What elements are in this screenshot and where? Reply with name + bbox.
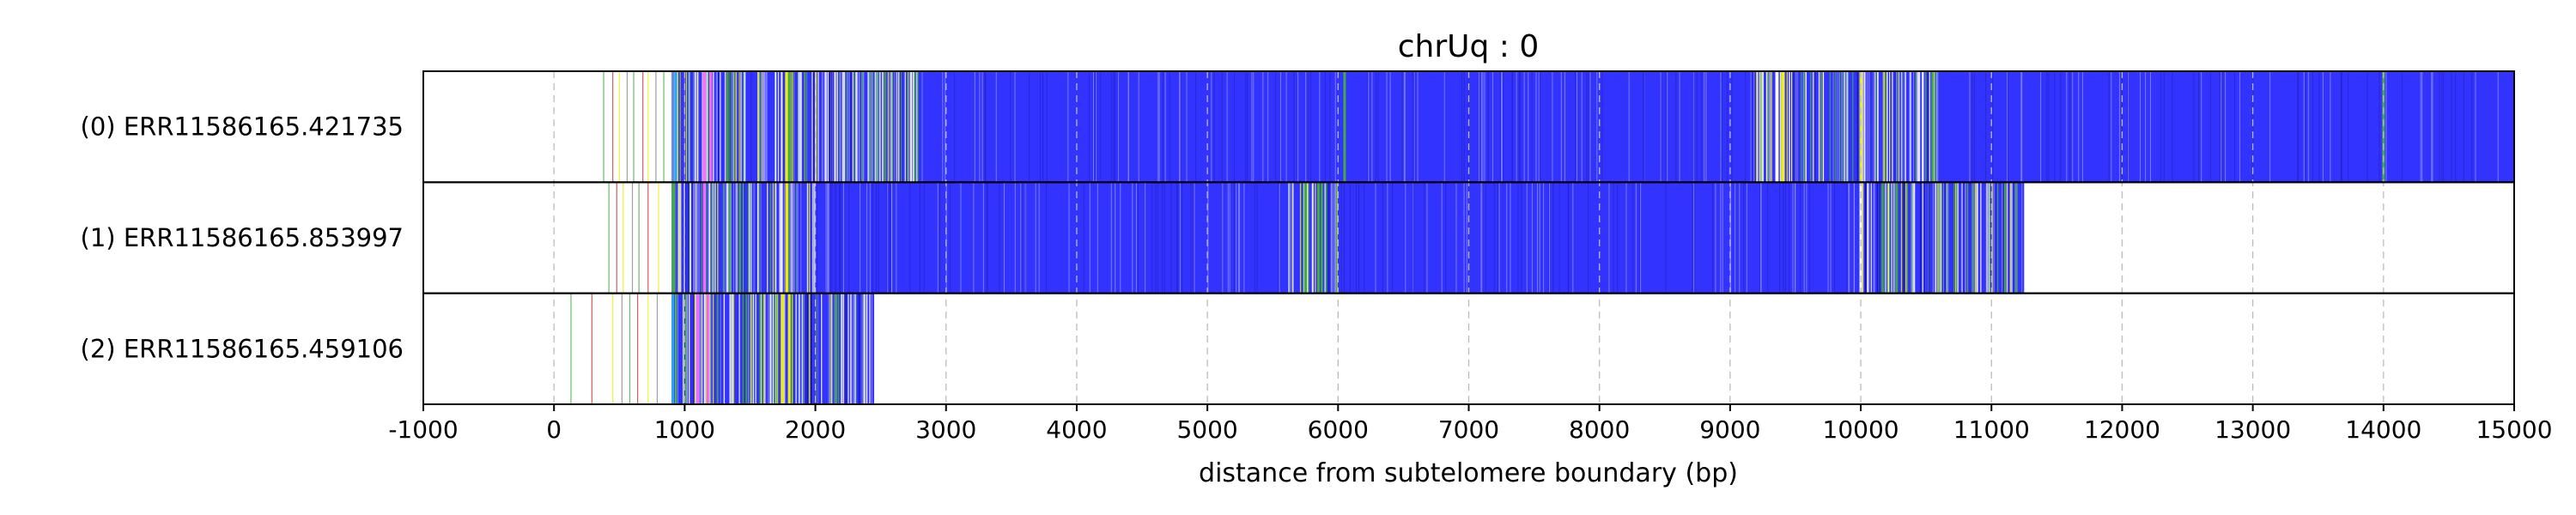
chart-title: chrUq : 0: [1398, 29, 1540, 64]
x-tick-label: 2000: [785, 415, 846, 444]
grid-lines: [553, 71, 2385, 403]
x-tick-label: -1000: [388, 415, 458, 444]
read-track-0: [603, 71, 2514, 183]
x-tick-label: 1000: [654, 415, 715, 444]
x-tick-label: 11000: [1953, 415, 2030, 444]
x-tick-label: 13000: [2215, 415, 2291, 444]
read-track-1: [608, 182, 2025, 294]
x-tick-label: 4000: [1046, 415, 1107, 444]
read-label-0: (0) ERR11586165.421735: [81, 112, 404, 142]
read-body: [671, 182, 2025, 294]
x-tick-label: 15000: [2476, 415, 2552, 444]
x-tick-label: 14000: [2345, 415, 2421, 444]
read-label-1: (1) ERR11586165.853997: [81, 223, 404, 252]
read-body: [671, 71, 2514, 183]
x-axis: -1000 0 1000 2000 3000 4000 5000 6000 7000 8000 90…: [388, 403, 2553, 444]
x-tick-label: 6000: [1308, 415, 1369, 444]
read-track-2: [570, 293, 875, 404]
x-tick-label: 9000: [1699, 415, 1760, 444]
x-tick-label: 5000: [1176, 415, 1237, 444]
read-label-2: (2) ERR11586165.459106: [81, 334, 404, 363]
x-tick-label: 0: [546, 415, 562, 444]
x-tick-label: 7000: [1438, 415, 1499, 444]
x-tick-label: 10000: [1823, 415, 1899, 444]
x-tick-label: 12000: [2084, 415, 2160, 444]
row-labels: (0) ERR11586165.421735 (1) ERR11586165.85…: [81, 112, 404, 364]
x-tick-label: 3000: [915, 415, 976, 444]
tracks-group: [570, 71, 2514, 404]
x-tick-label: 8000: [1569, 415, 1630, 444]
x-axis-title: distance from subtelomere boundary (bp): [1199, 458, 1738, 488]
